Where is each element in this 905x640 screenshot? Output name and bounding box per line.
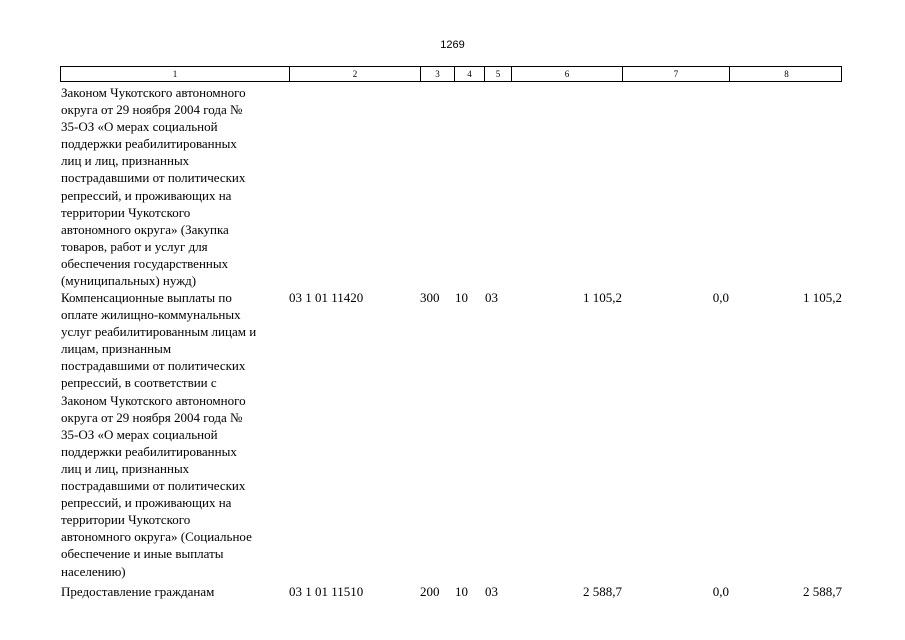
subsection: 03 — [485, 290, 498, 305]
subsection: 03 — [485, 584, 498, 599]
expense-type: 200 — [420, 584, 440, 599]
column-header-4: 4 — [454, 67, 484, 81]
section: 10 — [455, 290, 468, 305]
amount-col6: 2 588,7 — [583, 584, 622, 599]
amount-col7: 0,0 — [712, 584, 729, 599]
budget-code: 03 1 01 11510 — [289, 584, 364, 599]
amount-col6: 1 105,2 — [583, 290, 622, 305]
table-row-description: Предоставление гражданам — [61, 584, 215, 599]
table-row-description: Компенсационные выплаты по оплате жилищн… — [61, 290, 257, 579]
column-header-1: 1 — [172, 69, 178, 79]
amount-col8: 1 105,2 — [803, 290, 842, 305]
column-header-3: 3 — [420, 67, 454, 81]
page-number: 1269 — [440, 39, 465, 51]
table-row-description: Законом Чукотского автономного округа от… — [61, 85, 246, 289]
table-header: 1 2 3 4 5 6 7 8 — [60, 66, 842, 82]
expense-type: 300 — [420, 290, 440, 305]
column-header-5: 5 — [484, 67, 511, 81]
amount-col8: 2 588,7 — [803, 584, 842, 599]
column-header-7: 7 — [622, 67, 729, 81]
budget-code: 03 1 01 11420 — [289, 290, 364, 305]
column-header-6: 6 — [511, 67, 622, 81]
column-header-8: 8 — [729, 67, 843, 81]
section: 10 — [455, 584, 468, 599]
column-header-2: 2 — [289, 67, 420, 81]
amount-col7: 0,0 — [712, 290, 729, 305]
